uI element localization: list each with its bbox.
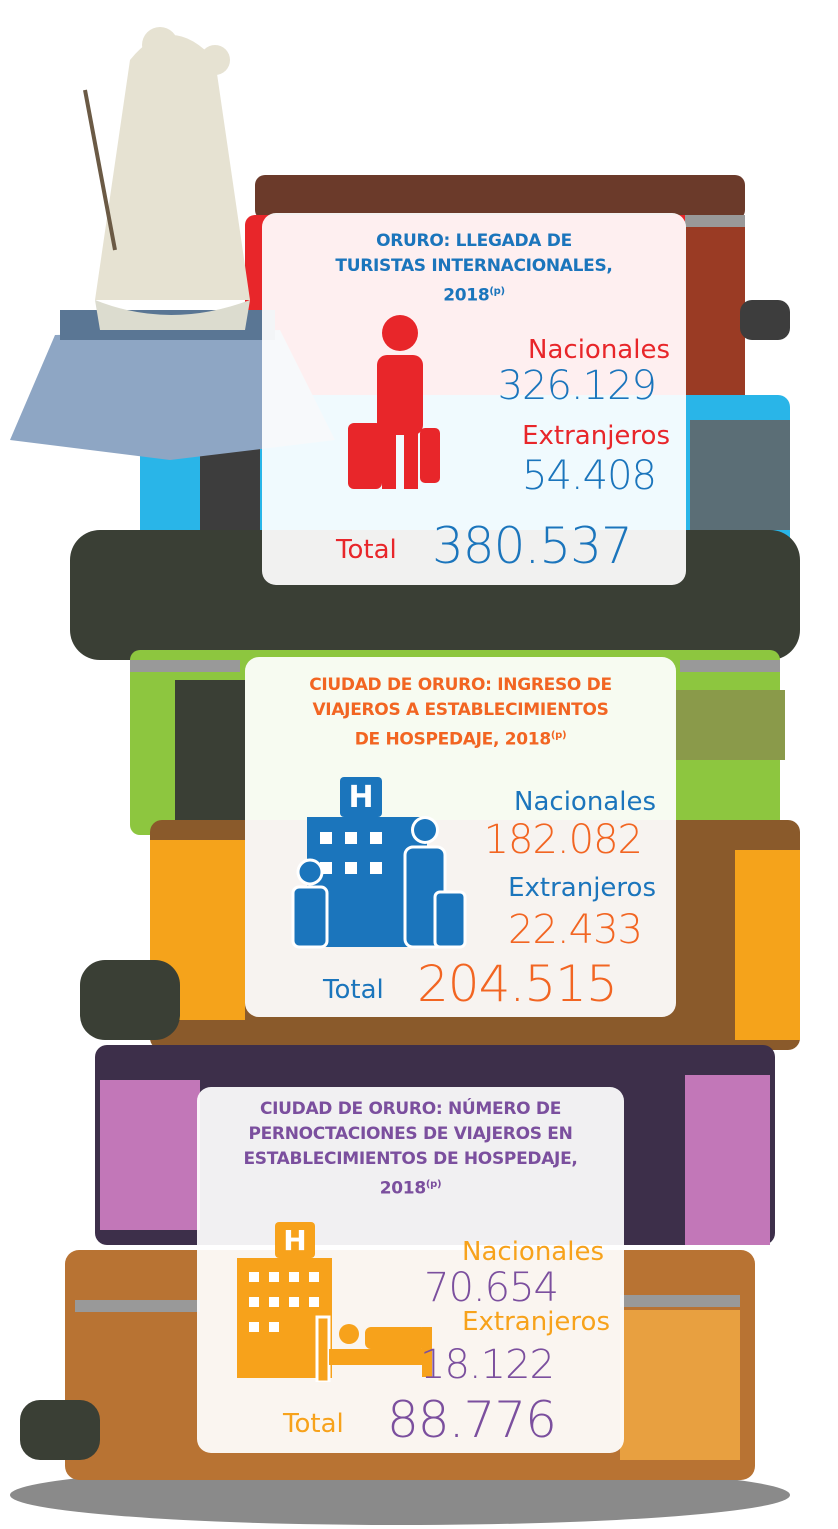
title-line: 2018(p) xyxy=(197,1172,624,1202)
row-value: 22.433 xyxy=(508,907,643,953)
title-line: VIAJEROS A ESTABLECIMIENTOS xyxy=(312,700,609,720)
title-line: TURISTAS INTERNACIONALES, xyxy=(335,256,613,276)
panel: CIUDAD DE ORURO: INGRESO DE VIAJEROS A E… xyxy=(245,657,676,1017)
row-label: Extranjeros xyxy=(522,421,670,451)
title-line: PERNOCTACIONES DE VIAJEROS EN xyxy=(248,1124,573,1144)
row-label: Extranjeros xyxy=(508,873,656,903)
panel-title: ORURO: LLEGADA DE TURISTAS INTERNACIONAL… xyxy=(262,229,686,309)
row-label: Nacionales xyxy=(514,787,656,817)
total-label: Total xyxy=(336,535,397,565)
title-line: CIUDAD DE ORURO: INGRESO DE xyxy=(309,675,612,695)
panel-title: CIUDAD DE ORURO: NÚMERO DE PERNOCTACIONE… xyxy=(197,1097,624,1202)
total-value: 88.776 xyxy=(387,1391,557,1449)
title-line: 2018(p) xyxy=(262,279,686,309)
total-value: 380.537 xyxy=(432,517,633,575)
row-value: 70.654 xyxy=(424,1265,559,1311)
row-value: 18.122 xyxy=(420,1342,555,1388)
title-text: 2018 xyxy=(443,285,490,306)
row-label: Nacionales xyxy=(462,1237,604,1267)
svg-text:H: H xyxy=(283,1224,306,1257)
title-mark: (p) xyxy=(550,730,567,741)
title-mark: (p) xyxy=(425,1179,442,1190)
title-line: CIUDAD DE ORURO: NÚMERO DE xyxy=(259,1099,562,1119)
row-label: Nacionales xyxy=(528,335,670,365)
title-text: DE HOSPEDAJE, 2018 xyxy=(354,729,551,750)
panel-title: CIUDAD DE ORURO: INGRESO DE VIAJEROS A E… xyxy=(245,673,676,753)
panel: CIUDAD DE ORURO: NÚMERO DE PERNOCTACIONE… xyxy=(197,1087,624,1453)
title-line: ESTABLECIMIENTOS DE HOSPEDAJE, xyxy=(243,1149,578,1169)
title-text: 2018 xyxy=(379,1178,426,1199)
row-label: Extranjeros xyxy=(462,1307,610,1337)
hotel-icon: H xyxy=(291,777,467,949)
row-value: 326.129 xyxy=(497,363,657,409)
row-value: 54.408 xyxy=(522,453,657,499)
svg-text:H: H xyxy=(348,780,373,815)
traveler-icon xyxy=(348,315,440,489)
panel: ORURO: LLEGADA DE TURISTAS INTERNACIONAL… xyxy=(262,213,686,585)
total-label: Total xyxy=(283,1409,344,1439)
title-mark: (p) xyxy=(489,286,505,297)
title-line: DE HOSPEDAJE, 2018(p) xyxy=(245,723,676,753)
hotel-bed-icon: H xyxy=(237,1222,432,1382)
title-line: ORURO: LLEGADA DE xyxy=(376,231,572,251)
total-value: 204.515 xyxy=(417,955,618,1013)
row-value: 182.082 xyxy=(483,817,643,863)
total-label: Total xyxy=(323,975,384,1005)
